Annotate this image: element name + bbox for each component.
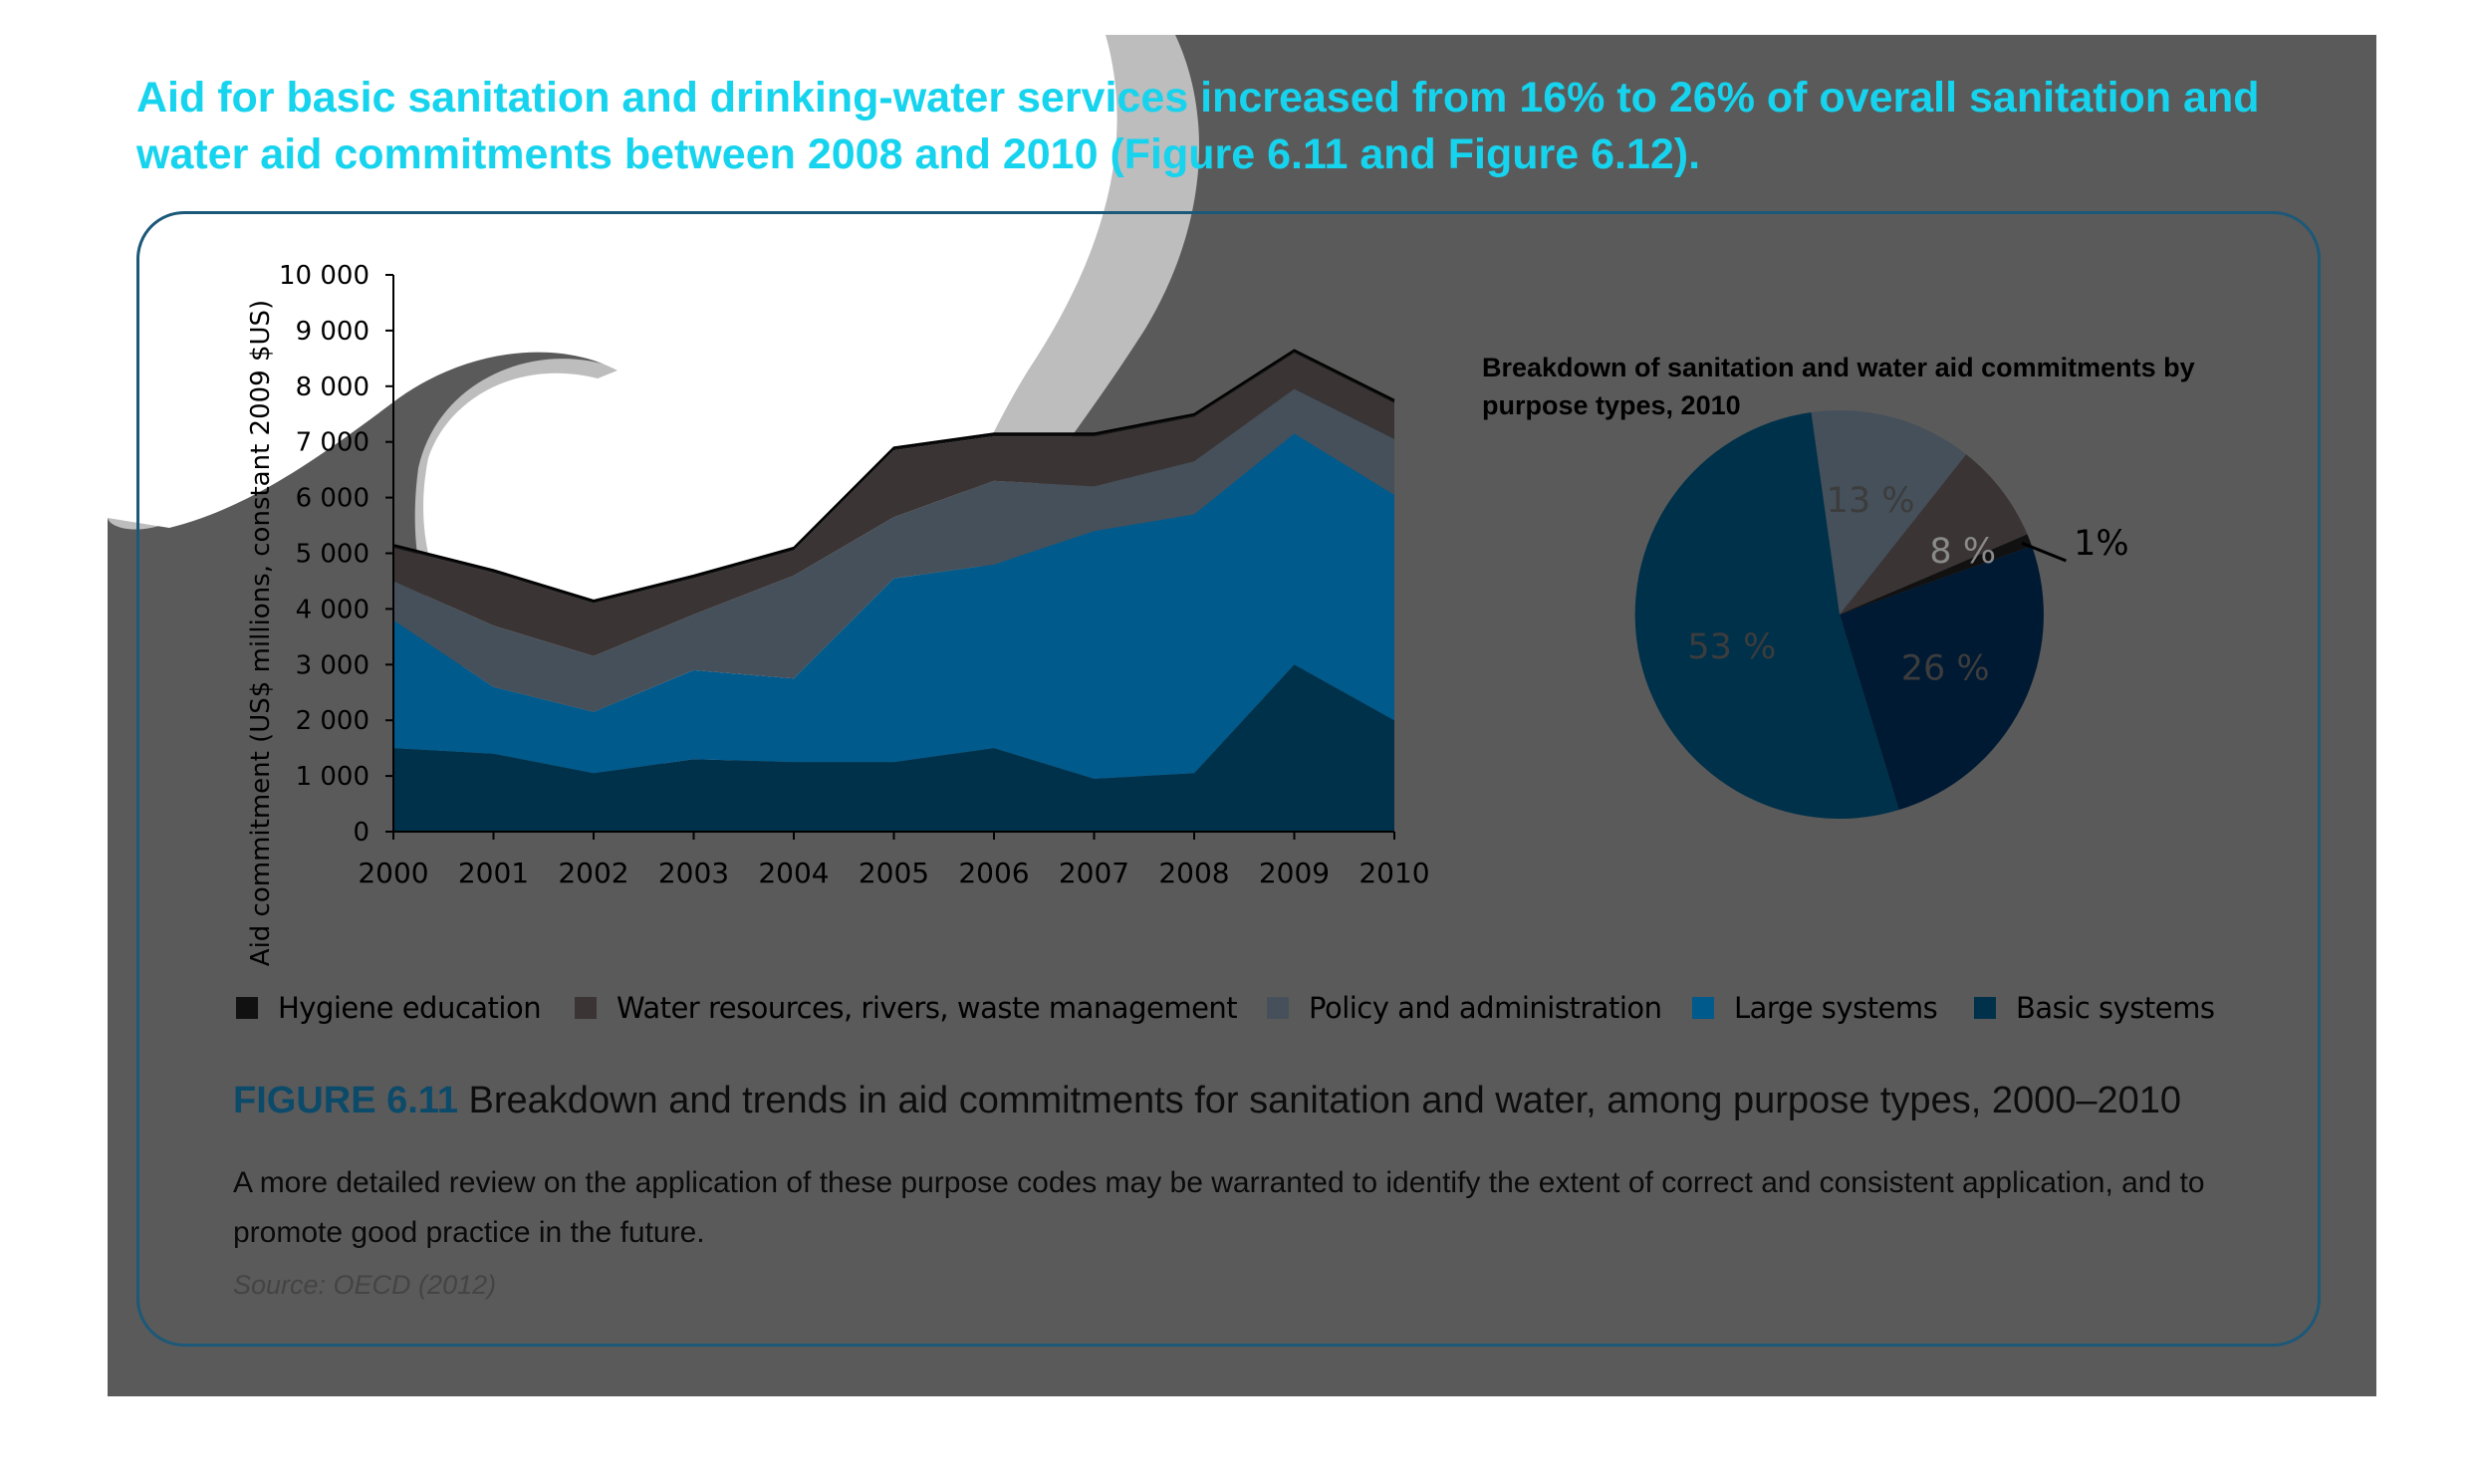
figure-frame [136, 211, 2321, 1347]
y-tick-label: 9 000 [296, 317, 370, 347]
x-tick-label: 2003 [658, 857, 729, 889]
x-tick-label: 2010 [1359, 857, 1429, 889]
area-total-outline [392, 349, 1395, 603]
pie-slice-policy-and-administration [1811, 410, 1967, 615]
x-tick-label: 2008 [1158, 857, 1229, 889]
x-tick-label: 2000 [358, 857, 428, 889]
area-series-large-systems [393, 433, 1394, 779]
pie-chart-title: Breakdown of sanitation and water aid co… [1482, 353, 2195, 420]
source-note: Source: OECD (2012) [233, 1270, 497, 1300]
legend-swatch [1267, 997, 1289, 1019]
legend-label: Policy and administration [1309, 991, 1662, 1025]
y-tick-label: 0 [353, 818, 370, 848]
pie-slice-hygiene-education [1840, 534, 2033, 615]
headline: Aid for basic sanitation and drinking-wa… [136, 74, 2260, 178]
figure-note: A more detailed review on the applicatio… [233, 1166, 2205, 1249]
legend-label: Basic systems [2016, 991, 2215, 1025]
y-tick-label: 6 000 [296, 484, 370, 514]
y-tick-label: 3 000 [296, 650, 370, 680]
area-series-basic-systems [393, 664, 1394, 832]
legend-label: Water resources, rivers, waste managemen… [617, 991, 1238, 1025]
legend-label: Hygiene education [278, 991, 542, 1025]
y-tick-label: 8 000 [296, 372, 370, 402]
x-tick-label: 2005 [859, 857, 929, 889]
area-series-water-resources-rivers-waste-management [393, 353, 1394, 656]
y-tick-label: 7 000 [296, 428, 370, 458]
x-tick-label: 2006 [958, 857, 1029, 889]
legend-swatch [575, 997, 597, 1019]
pie-slice-label: 1% [2074, 524, 2129, 564]
legend-swatch [1692, 997, 1714, 1019]
pie-leader-line [2021, 541, 2067, 563]
x-tick-label: 2009 [1259, 857, 1330, 889]
pie-slice-water-resources-rivers-waste-management [1840, 454, 2028, 615]
y-tick-label: 4 000 [296, 595, 370, 624]
legend-swatch [1974, 997, 1996, 1019]
pie-slice-label: 8 % [1929, 532, 1996, 572]
pie-slice-label: 13 % [1827, 481, 1915, 521]
figure-caption: FIGURE 6.11 Breakdown and trends in aid … [233, 1076, 2325, 1125]
pie-slice-label: 26 % [1901, 649, 1990, 689]
figure-label: FIGURE 6.11 [233, 1080, 458, 1121]
pie-slice-basic-systems [1840, 546, 2044, 811]
x-tick-label: 2004 [758, 857, 829, 889]
legend-swatch [236, 997, 258, 1019]
y-tick-label: 10 000 [279, 261, 370, 291]
y-tick-label: 2 000 [296, 706, 370, 736]
y-tick-label: 5 000 [296, 540, 370, 570]
pie-slice-label: 53 % [1687, 627, 1776, 667]
caption-text: Breakdown and trends in aid commitments … [457, 1080, 2182, 1121]
pie-slice-large-systems [1634, 412, 1899, 820]
area-series-policy-and-administration [393, 388, 1394, 712]
legend-label: Large systems [1734, 991, 1938, 1025]
y-axis-label: Aid commitment (US$ millions, constant 2… [246, 300, 276, 966]
y-tick-label: 1 000 [296, 762, 370, 792]
x-tick-label: 2007 [1059, 857, 1129, 889]
x-tick-label: 2001 [458, 857, 529, 889]
x-tick-label: 2002 [558, 857, 628, 889]
